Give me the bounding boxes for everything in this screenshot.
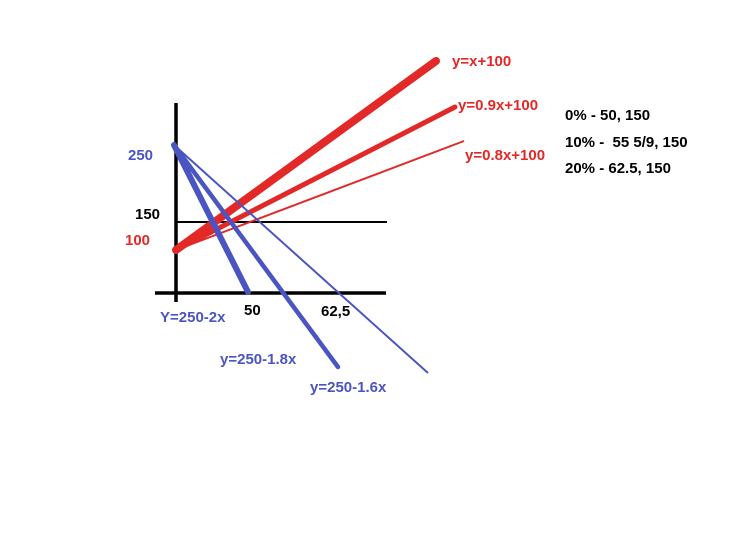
- red-line: [175, 140, 465, 251]
- y-label: 250: [128, 147, 153, 164]
- red-line: [173, 104, 458, 253]
- y-label: 150: [135, 206, 160, 223]
- x-label: 62,5: [321, 303, 350, 320]
- red-line: [172, 57, 440, 254]
- blue-line: [171, 142, 251, 295]
- note: 10% - 55 5/9, 150: [565, 134, 688, 151]
- note: 20% - 62.5, 150: [565, 160, 671, 177]
- line-label: y=0.9x+100: [458, 97, 538, 114]
- y-label: 100: [125, 232, 150, 249]
- x-label: 50: [244, 302, 261, 319]
- blue-line: [173, 144, 429, 374]
- note: 0% - 50, 150: [565, 107, 650, 124]
- line-label: y=250-1.6x: [310, 379, 387, 396]
- line-label: Y=250-2x: [160, 309, 226, 326]
- line-label: y=0.8x+100: [465, 147, 545, 164]
- line-label: y=x+100: [452, 53, 511, 70]
- blue-line: [171, 142, 341, 370]
- line-label: y=250-1.8x: [220, 351, 297, 368]
